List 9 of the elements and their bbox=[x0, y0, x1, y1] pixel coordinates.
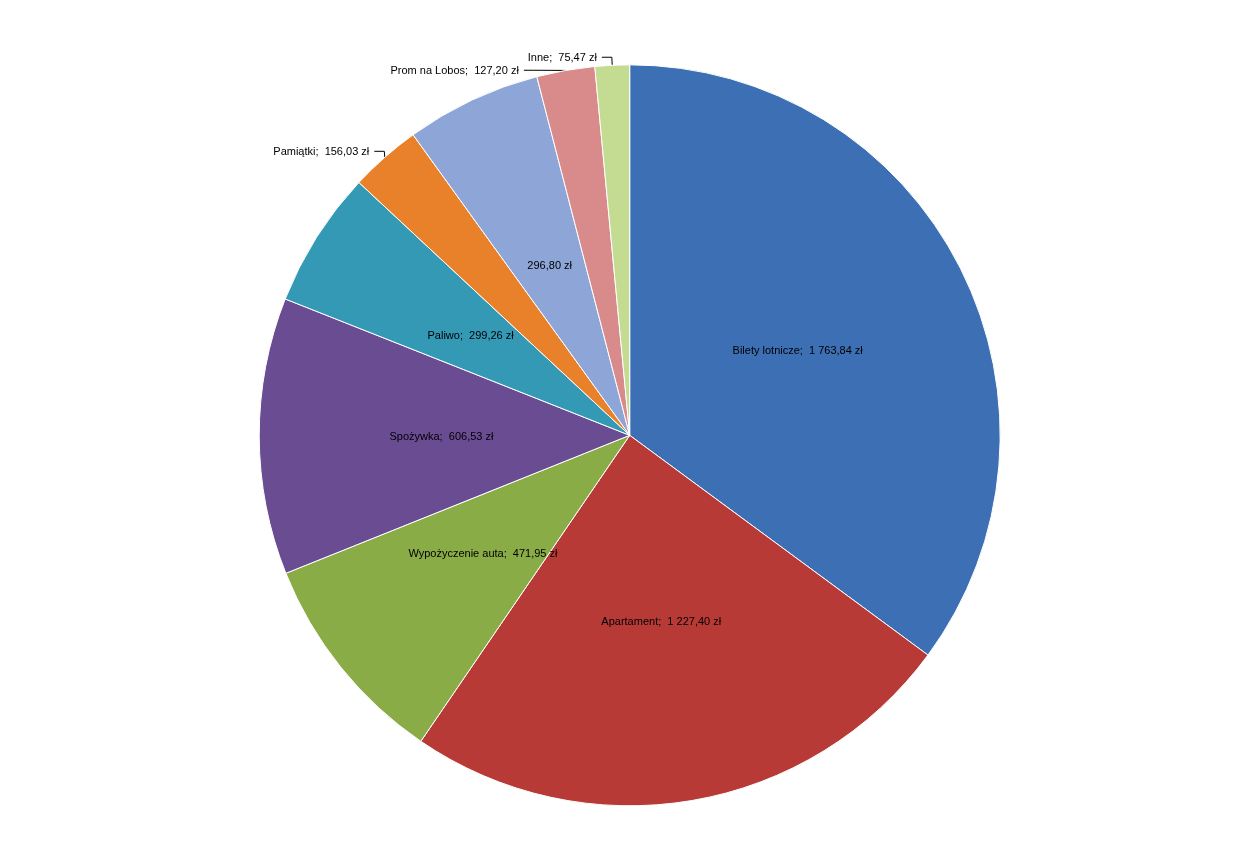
slice-label: Apartament; 1 227,40 zł bbox=[601, 614, 722, 627]
slice-label: Paliwo; 299,26 zł bbox=[427, 328, 515, 341]
slice-label: Bilety lotnicze; 1 763,84 zł bbox=[732, 344, 864, 357]
slice-label: Spożywka; 606,53 zł bbox=[389, 429, 494, 442]
slice-label: Wypożyczenie auta; 471,95 zł bbox=[408, 547, 559, 560]
slice-label: Inne; 75,47 zł bbox=[527, 51, 598, 64]
data-label: 296,80 zł bbox=[527, 258, 573, 271]
slice-label: Pamiątki; 156,03 zł bbox=[273, 145, 370, 158]
slice-label: Prom na Lobos; 127,20 zł bbox=[390, 64, 520, 77]
